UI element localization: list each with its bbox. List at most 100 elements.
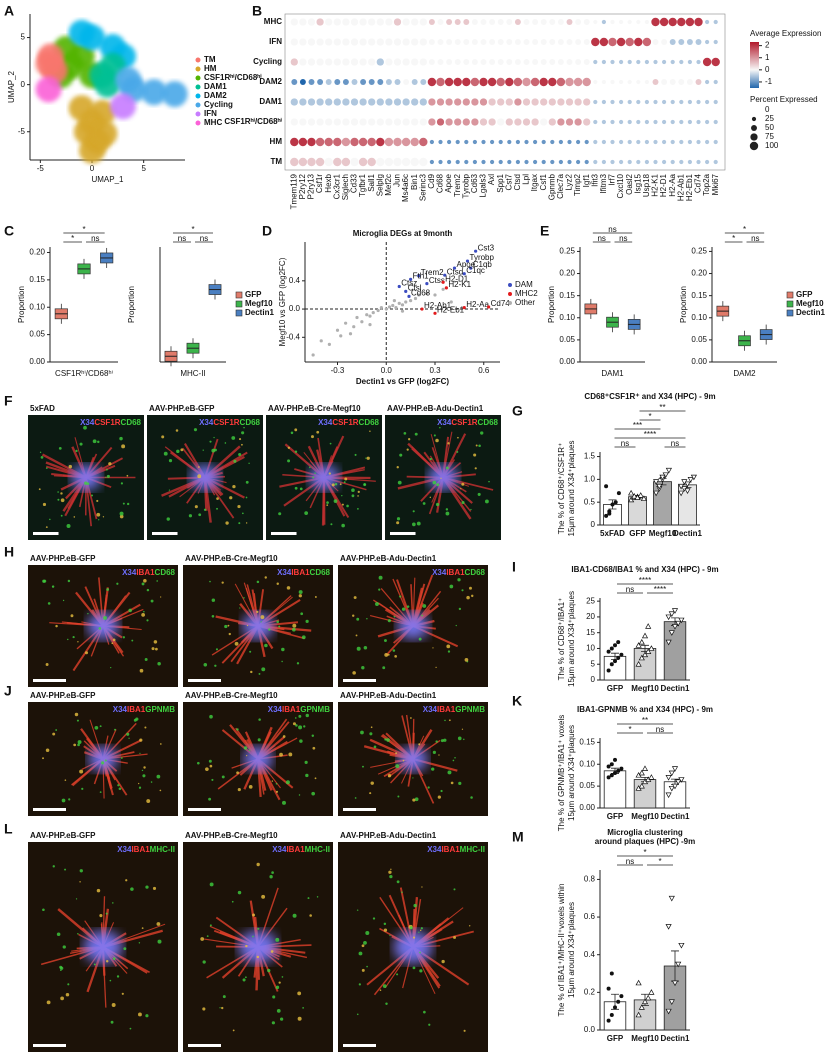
- image-title: AAV-PHP.eB-GFP: [149, 404, 215, 413]
- puncta: [360, 730, 364, 735]
- dot: [696, 139, 701, 145]
- legend-title: Average Expression: [750, 29, 821, 38]
- dot: [686, 39, 693, 45]
- dot: [498, 139, 503, 145]
- dot: [403, 79, 410, 85]
- dot: [653, 59, 658, 65]
- point: [368, 314, 372, 318]
- point: [379, 306, 383, 310]
- point: [665, 467, 672, 474]
- puncta: [39, 451, 42, 454]
- significance: ****: [639, 576, 651, 585]
- dot: [471, 59, 478, 65]
- dot: [558, 139, 564, 145]
- dot: [427, 77, 437, 87]
- puncta: [271, 1021, 275, 1025]
- y-axis-label: Proportion: [679, 286, 688, 323]
- y-tick-label: 0.8: [584, 875, 596, 884]
- puncta: [341, 495, 343, 497]
- gene-label: Tmem119: [289, 173, 298, 209]
- dot: [619, 159, 624, 165]
- y-tick-label: 25: [586, 596, 595, 605]
- point: [400, 303, 405, 307]
- plaque: [398, 746, 428, 772]
- gene-label: Cd68: [436, 173, 445, 193]
- panel-letter: E: [540, 223, 549, 239]
- micrograph-signal: [356, 868, 474, 1032]
- chart-title: around plaques (HPC) -9m: [595, 837, 695, 846]
- point: [387, 305, 392, 309]
- puncta: [275, 985, 280, 990]
- puncta: [403, 432, 407, 435]
- puncta: [298, 714, 302, 718]
- puncta: [299, 739, 303, 743]
- puncta: [331, 483, 335, 487]
- puncta: [286, 586, 291, 590]
- point: [319, 339, 323, 343]
- puncta: [116, 582, 119, 585]
- scale-bar: [188, 1044, 221, 1047]
- puncta: [372, 917, 376, 920]
- dot: [661, 79, 668, 85]
- significance: ns: [621, 439, 629, 448]
- y-axis-label: The % of CD68⁺/CSF1R⁺: [557, 443, 566, 535]
- channel-labels: X34IBA1CD68: [277, 568, 330, 577]
- dot: [662, 119, 667, 125]
- dot: [376, 157, 385, 167]
- legend-swatch: [195, 111, 201, 117]
- puncta: [341, 503, 344, 506]
- dot: [662, 99, 667, 105]
- puncta: [396, 466, 399, 469]
- dot: [540, 59, 547, 65]
- y-axis-label: The % of CD68⁺/IBA1⁺: [557, 598, 566, 681]
- puncta: [65, 992, 70, 997]
- significance: ns: [626, 585, 634, 594]
- micrograph-signal: [42, 712, 162, 803]
- cluster-cells: [94, 71, 121, 98]
- puncta: [421, 614, 424, 617]
- dot: [377, 79, 384, 85]
- puncta: [418, 637, 422, 641]
- puncta: [97, 440, 100, 444]
- point: [610, 502, 615, 507]
- puncta: [38, 488, 41, 491]
- legend-swatch: [235, 291, 243, 299]
- image-title: AAV-PHP.eB-GFP: [30, 554, 96, 563]
- dot: [376, 38, 384, 46]
- gene-label: Ifitm3: [599, 173, 608, 193]
- puncta: [106, 474, 110, 478]
- puncta: [47, 602, 51, 605]
- dot: [428, 59, 435, 65]
- point-label: Ctsz: [401, 279, 417, 288]
- puncta: [122, 502, 125, 505]
- dot: [376, 98, 384, 106]
- dot: [565, 98, 574, 106]
- puncta: [357, 490, 360, 494]
- dot: [711, 57, 720, 67]
- point: [360, 320, 364, 324]
- gene-label: H2-K1: [651, 173, 660, 196]
- point: [653, 479, 660, 485]
- dot: [616, 37, 626, 47]
- dot: [549, 39, 556, 45]
- puncta: [435, 502, 440, 507]
- puncta: [458, 781, 462, 785]
- dot: [428, 98, 436, 106]
- dot: [705, 99, 710, 105]
- dot: [308, 79, 315, 85]
- gene-label: Ifit3: [590, 173, 599, 186]
- channel-label: X34: [199, 418, 214, 427]
- significance: ***: [633, 421, 642, 430]
- puncta: [257, 927, 260, 930]
- channel-label: CD68: [121, 418, 142, 427]
- puncta: [258, 718, 261, 721]
- puncta: [414, 797, 419, 802]
- puncta: [138, 782, 140, 785]
- dot: [507, 159, 512, 165]
- puncta: [393, 615, 396, 618]
- puncta: [248, 462, 250, 464]
- dot: [548, 77, 557, 87]
- puncta: [363, 646, 368, 650]
- dot: [462, 118, 470, 126]
- point: [616, 640, 621, 645]
